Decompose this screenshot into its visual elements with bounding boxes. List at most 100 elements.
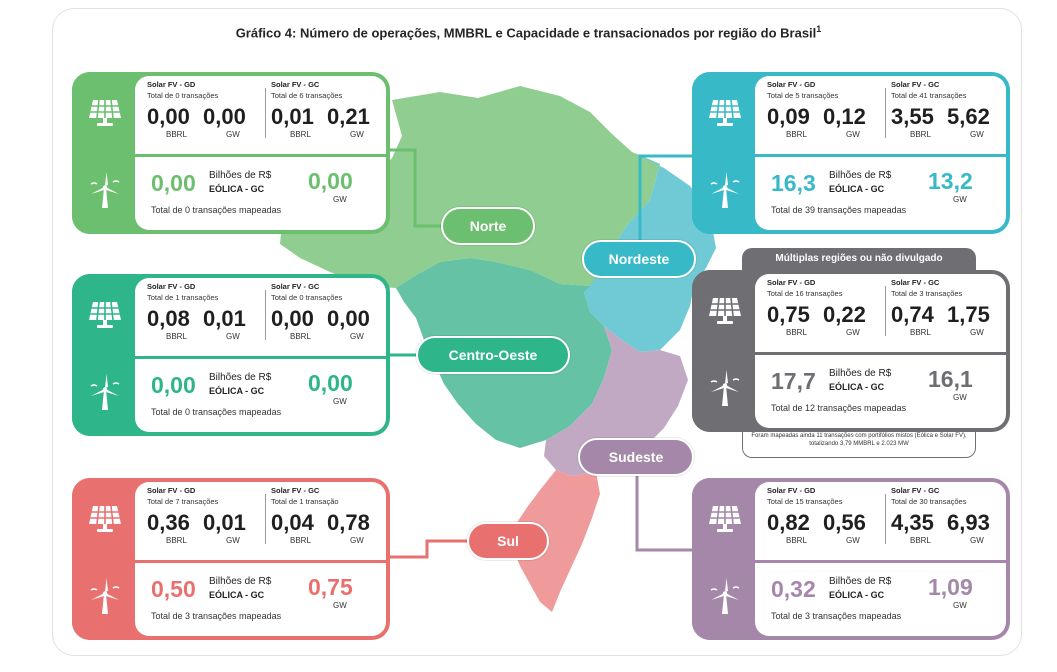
region-pill-nordeste: Nordeste xyxy=(582,240,696,278)
unit-bbrl: BBRL xyxy=(166,332,187,341)
eolica-total-transactions: Total de 0 transações mapeadas xyxy=(151,407,282,417)
eolica-gw-value: 16,1 xyxy=(928,366,973,392)
card-divider xyxy=(755,352,1006,355)
eolica-gc-label: EÓLICA - GC xyxy=(829,382,885,392)
solar-gd-count: Total de 0 transações xyxy=(147,91,219,100)
card-divider xyxy=(135,356,386,359)
value-pair: 0,04 0,78 BBRL GW xyxy=(271,510,390,546)
solar-gd-label: Solar FV - GD xyxy=(147,282,196,291)
wind-turbine-icon xyxy=(90,374,120,410)
bilhoes-label: Bilhões de R$ xyxy=(829,576,892,587)
multiplas-header: Múltiplas regiões ou não divulgado xyxy=(742,248,976,272)
unit-gw: GW xyxy=(333,397,347,406)
eolica-bbrl-value: 17,7 xyxy=(771,368,816,394)
eolica-section: 0,00 Bilhões de R$ EÓLICA - GC 0,00 GW T… xyxy=(135,362,386,432)
card-content: Solar FV - GD Total de 16 transações 0,7… xyxy=(755,274,1006,428)
connector-nordeste xyxy=(638,154,698,240)
card-content: Solar FV - GD Total de 15 transações 0,8… xyxy=(755,482,1006,636)
solar-gd-bbrl-value: 0,00 xyxy=(147,104,190,129)
solar-gd-gw-value: 0,56 xyxy=(823,510,866,535)
unit-gw: GW xyxy=(350,130,364,139)
unit-gw: GW xyxy=(846,328,860,337)
unit-bbrl: BBRL xyxy=(290,332,311,341)
solar-gd-column: Solar FV - GD Total de 1 transações 0,08… xyxy=(147,282,267,341)
unit-gw: GW xyxy=(226,332,240,341)
solar-panel-icon xyxy=(89,99,121,126)
card-divider xyxy=(755,560,1006,563)
column-divider xyxy=(265,88,266,138)
unit-gw: GW xyxy=(953,195,967,204)
value-pair: 0,74 1,75 BBRL GW xyxy=(891,302,1010,338)
region-pill-sul: Sul xyxy=(467,522,549,560)
solar-gc-column: Solar FV - GC Total de 3 transações 0,74… xyxy=(891,278,1010,337)
unit-gw: GW xyxy=(953,393,967,402)
region-card-centro-oeste: Solar FV - GD Total de 1 transações 0,08… xyxy=(72,274,390,436)
solar-gc-bbrl-value: 4,35 xyxy=(891,510,934,535)
eolica-section: 17,7 Bilhões de R$ EÓLICA - GC 16,1 GW T… xyxy=(755,358,1006,428)
connector-sul xyxy=(385,539,468,559)
eolica-gw-value: 0,00 xyxy=(308,168,353,194)
eolica-bbrl-value: 0,32 xyxy=(771,576,816,602)
card-content: Solar FV - GD Total de 7 transações 0,36… xyxy=(135,482,386,636)
value-pair: 0,36 0,01 BBRL GW xyxy=(147,511,267,546)
solar-gd-column: Solar FV - GD Total de 16 transações 0,7… xyxy=(767,278,887,337)
card-divider xyxy=(755,154,1006,157)
solar-gc-gw-value: 0,78 xyxy=(327,510,370,535)
eolica-section: 0,00 Bilhões de R$ EÓLICA - GC 0,00 GW T… xyxy=(135,160,386,230)
unit-bbrl: BBRL xyxy=(290,536,311,545)
eolica-bbrl-value: 0,50 xyxy=(151,576,196,602)
eolica-bbrl-value: 0,00 xyxy=(151,372,196,398)
solar-gc-count: Total de 41 transações xyxy=(891,91,967,100)
value-pair: 0,09 0,12 BBRL GW xyxy=(767,104,887,140)
value-pair: 0,08 0,01 BBRL GW xyxy=(147,307,267,342)
region-pill-sudeste: Sudeste xyxy=(578,438,694,476)
eolica-bbrl-value: 16,3 xyxy=(771,170,816,196)
solar-gc-gw-value: 0,00 xyxy=(327,306,370,331)
value-pair: 3,55 5,62 BBRL GW xyxy=(891,105,1010,140)
solar-panel-icon xyxy=(709,297,741,324)
wind-turbine-icon xyxy=(90,172,120,208)
solar-gc-bbrl-value: 0,74 xyxy=(891,302,934,327)
eolica-gc-label: EÓLICA - GC xyxy=(829,184,885,194)
eolica-total-transactions: Total de 12 transações mapeadas xyxy=(771,403,907,413)
solar-gd-gw-value: 0,00 xyxy=(203,104,246,129)
unit-gw: GW xyxy=(333,601,347,610)
connector-norte xyxy=(382,148,442,228)
solar-gc-count: Total de 30 transações xyxy=(891,497,967,506)
unit-gw: GW xyxy=(350,332,364,341)
bilhoes-label: Bilhões de R$ xyxy=(209,170,272,181)
solar-gd-column: Solar FV - GD Total de 0 transações 0,00… xyxy=(147,80,267,139)
solar-panel-icon xyxy=(709,99,741,126)
unit-bbrl: BBRL xyxy=(910,536,931,545)
eolica-section: 0,50 Bilhões de R$ EÓLICA - GC 0,75 GW T… xyxy=(135,566,386,636)
region-card-sudeste: Solar FV - GD Total de 15 transações 0,8… xyxy=(692,478,1010,640)
solar-gd-count: Total de 5 transações xyxy=(767,91,839,100)
unit-bbrl: BBRL xyxy=(910,130,931,139)
solar-gc-gw-value: 6,93 xyxy=(947,510,990,535)
solar-gd-bbrl-value: 0,09 xyxy=(767,104,810,129)
solar-gd-count: Total de 1 transações xyxy=(147,293,219,302)
unit-gw: GW xyxy=(226,130,240,139)
solar-gc-column: Solar FV - GC Total de 6 transações 0,01… xyxy=(271,80,390,139)
region-card-norte: Solar FV - GD Total de 0 transações 0,00… xyxy=(72,72,390,234)
card-content: Solar FV - GD Total de 5 transações 0,09… xyxy=(755,76,1006,230)
solar-panel-icon xyxy=(89,505,121,532)
wind-turbine-icon xyxy=(710,578,740,614)
solar-gd-gw-value: 0,22 xyxy=(823,302,866,327)
bilhoes-label: Bilhões de R$ xyxy=(209,576,272,587)
eolica-gc-label: EÓLICA - GC xyxy=(209,386,265,396)
wind-turbine-icon xyxy=(710,172,740,208)
map-region-sul xyxy=(512,470,600,612)
column-divider xyxy=(265,494,266,544)
solar-gd-label: Solar FV - GD xyxy=(767,278,816,287)
eolica-total-transactions: Total de 3 transações mapeadas xyxy=(151,611,282,621)
column-divider xyxy=(885,494,886,544)
region-pill-centro-oeste: Centro-Oeste xyxy=(416,336,570,374)
region-card-nordeste: Solar FV - GD Total de 5 transações 0,09… xyxy=(692,72,1010,234)
region-card-multiplas: Solar FV - GD Total de 16 transações 0,7… xyxy=(692,270,1010,432)
eolica-gw-value: 0,75 xyxy=(308,574,353,600)
eolica-bbrl-value: 0,00 xyxy=(151,170,196,196)
column-divider xyxy=(885,286,886,336)
solar-gc-count: Total de 0 transações xyxy=(271,293,343,302)
bilhoes-label: Bilhões de R$ xyxy=(829,170,892,181)
